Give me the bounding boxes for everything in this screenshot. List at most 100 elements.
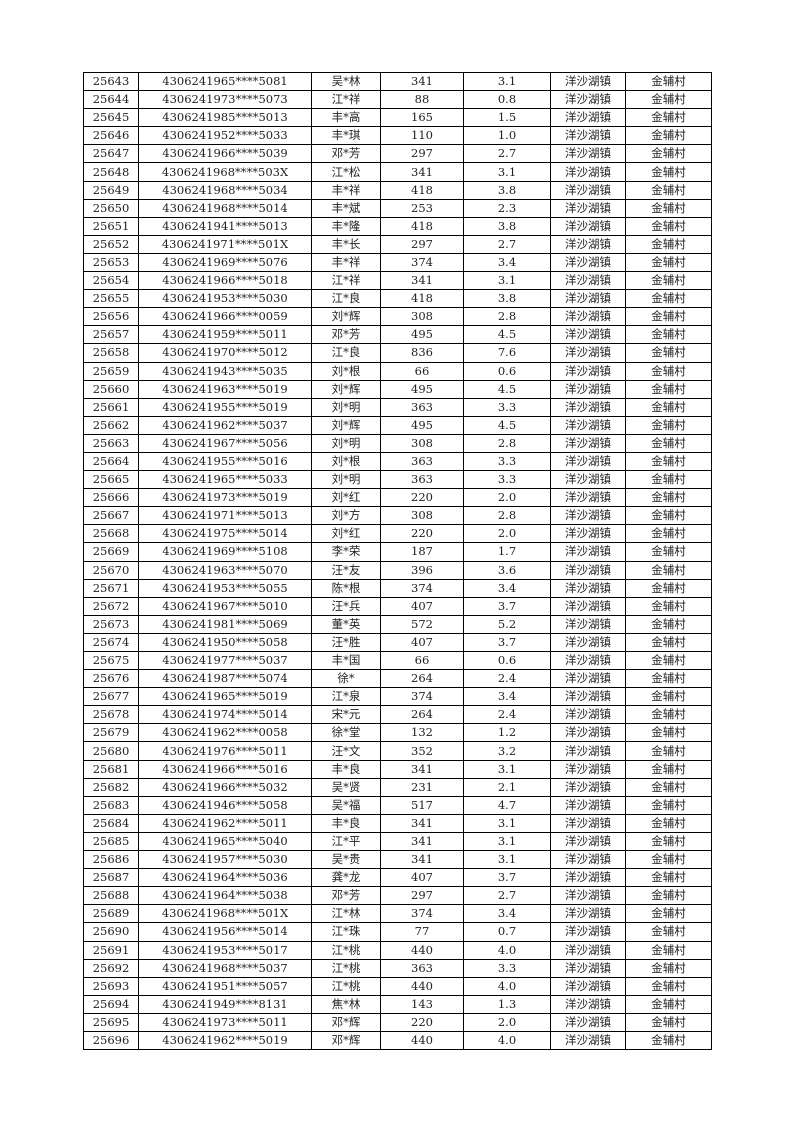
amount-cell: 4.5	[463, 379, 551, 399]
name-cell: 刘*明	[311, 433, 381, 453]
village-cell: 金辅村	[625, 1030, 712, 1051]
serial-number-cell: 25677	[83, 687, 139, 707]
area-cell: 143	[380, 994, 464, 1014]
village-cell: 金辅村	[625, 813, 712, 833]
table-row: 25693 4306241951****5057 江*桃 440 4.0 洋沙湖镇 金辅村	[83, 976, 712, 996]
table-row: 25686 4306241957****5030 吴*贵 341 3.1 洋沙湖镇 金辅村	[83, 850, 712, 870]
village-cell: 金辅村	[625, 994, 712, 1014]
name-cell: 丰*祥	[311, 252, 381, 273]
town-cell: 洋沙湖镇	[550, 831, 626, 852]
town-cell: 洋沙湖镇	[550, 451, 626, 472]
village-cell: 金辅村	[625, 361, 712, 381]
town-cell: 洋沙湖镇	[550, 126, 626, 146]
amount-cell: 3.3	[463, 397, 551, 417]
serial-number-cell: 25679	[83, 723, 139, 743]
town-cell: 洋沙湖镇	[550, 307, 626, 327]
village-cell: 金辅村	[625, 180, 712, 200]
town-cell: 洋沙湖镇	[550, 813, 626, 833]
data-table: 25643 4306241965****5081 吴*林 341 3.1 洋沙湖镇 金辅村 2…	[83, 71, 712, 1051]
area-cell: 220	[380, 1012, 464, 1032]
village-cell: 金辅村	[625, 705, 712, 725]
serial-number-cell: 25664	[83, 451, 139, 472]
town-cell: 洋沙湖镇	[550, 144, 626, 164]
table-row: 25656 4306241966****0059 刘*辉 308 2.8 洋沙湖镇 金辅村	[83, 307, 712, 327]
area-cell: 352	[380, 741, 464, 761]
name-cell: 李*荣	[311, 542, 381, 562]
amount-cell: 3.3	[463, 958, 551, 978]
table-row: 25677 4306241965****5019 江*泉 374 3.4 洋沙湖镇 金辅村	[83, 687, 712, 707]
town-cell: 洋沙湖镇	[550, 940, 626, 960]
table-row: 25663 4306241967****5056 刘*明 308 2.8 洋沙湖镇 金辅村	[83, 433, 712, 453]
name-cell: 丰*琪	[311, 126, 381, 146]
table-row: 25643 4306241965****5081 吴*林 341 3.1 洋沙湖镇 金辅村	[83, 71, 712, 92]
area-cell: 836	[380, 343, 464, 363]
amount-cell: 0.8	[463, 90, 551, 110]
table-row: 25650 4306241968****5014 丰*斌 253 2.3 洋沙湖镇 金辅村	[83, 198, 712, 218]
area-cell: 440	[380, 976, 464, 996]
amount-cell: 3.8	[463, 180, 551, 200]
id-number-cell: 4306241966****5032	[138, 777, 312, 797]
table-row: 25681 4306241966****5016 丰*良 341 3.1 洋沙湖镇 金辅村	[83, 759, 712, 779]
area-cell: 374	[380, 687, 464, 707]
town-cell: 洋沙湖镇	[550, 705, 626, 725]
area-cell: 363	[380, 470, 464, 490]
town-cell: 洋沙湖镇	[550, 560, 626, 580]
name-cell: 刘*根	[311, 451, 381, 472]
serial-number-cell: 25681	[83, 759, 139, 779]
name-cell: 刘*明	[311, 397, 381, 417]
amount-cell: 2.4	[463, 669, 551, 689]
amount-cell: 3.6	[463, 560, 551, 580]
id-number-cell: 4306241959****5011	[138, 325, 312, 345]
area-cell: 308	[380, 433, 464, 453]
serial-number-cell: 25657	[83, 325, 139, 345]
area-cell: 363	[380, 958, 464, 978]
serial-number-cell: 25691	[83, 940, 139, 960]
town-cell: 洋沙湖镇	[550, 741, 626, 761]
amount-cell: 2.0	[463, 488, 551, 508]
amount-cell: 0.6	[463, 361, 551, 381]
town-cell: 洋沙湖镇	[550, 596, 626, 616]
amount-cell: 3.3	[463, 470, 551, 490]
table-row: 25684 4306241962****5011 丰*良 341 3.1 洋沙湖镇 金辅村	[83, 813, 712, 833]
table-row: 25647 4306241966****5039 邓*芳 297 2.7 洋沙湖镇 金辅村	[83, 144, 712, 164]
id-number-cell: 4306241964****5038	[138, 886, 312, 906]
town-cell: 洋沙湖镇	[550, 850, 626, 870]
name-cell: 江*祥	[311, 271, 381, 291]
area-cell: 264	[380, 669, 464, 689]
serial-number-cell: 25695	[83, 1012, 139, 1032]
amount-cell: 3.1	[463, 831, 551, 852]
town-cell: 洋沙湖镇	[550, 1030, 626, 1051]
table-row: 25649 4306241968****5034 丰*祥 418 3.8 洋沙湖镇 金辅村	[83, 180, 712, 200]
id-number-cell: 4306241955****5019	[138, 397, 312, 417]
village-cell: 金辅村	[625, 614, 712, 634]
name-cell: 吴*林	[311, 71, 381, 92]
village-cell: 金辅村	[625, 144, 712, 164]
amount-cell: 2.4	[463, 705, 551, 725]
amount-cell: 4.7	[463, 795, 551, 815]
area-cell: 88	[380, 90, 464, 110]
id-number-cell: 4306241943****5035	[138, 361, 312, 381]
serial-number-cell: 25643	[83, 71, 139, 92]
amount-cell: 3.2	[463, 741, 551, 761]
serial-number-cell: 25648	[83, 162, 139, 182]
town-cell: 洋沙湖镇	[550, 632, 626, 653]
amount-cell: 3.8	[463, 216, 551, 236]
area-cell: 407	[380, 868, 464, 888]
town-cell: 洋沙湖镇	[550, 397, 626, 417]
serial-number-cell: 25661	[83, 397, 139, 417]
table-row: 25692 4306241968****5037 江*桃 363 3.3 洋沙湖镇 金辅村	[83, 958, 712, 978]
amount-cell: 3.7	[463, 596, 551, 616]
amount-cell: 3.1	[463, 162, 551, 182]
name-cell: 邓*芳	[311, 886, 381, 906]
town-cell: 洋沙湖镇	[550, 198, 626, 218]
town-cell: 洋沙湖镇	[550, 542, 626, 562]
id-number-cell: 4306241985****5013	[138, 108, 312, 128]
amount-cell: 2.7	[463, 144, 551, 164]
village-cell: 金辅村	[625, 1012, 712, 1032]
serial-number-cell: 25693	[83, 976, 139, 996]
amount-cell: 5.2	[463, 614, 551, 634]
name-cell: 丰*国	[311, 650, 381, 671]
amount-cell: 4.5	[463, 415, 551, 435]
name-cell: 刘*辉	[311, 415, 381, 435]
id-number-cell: 4306241967****5010	[138, 596, 312, 616]
